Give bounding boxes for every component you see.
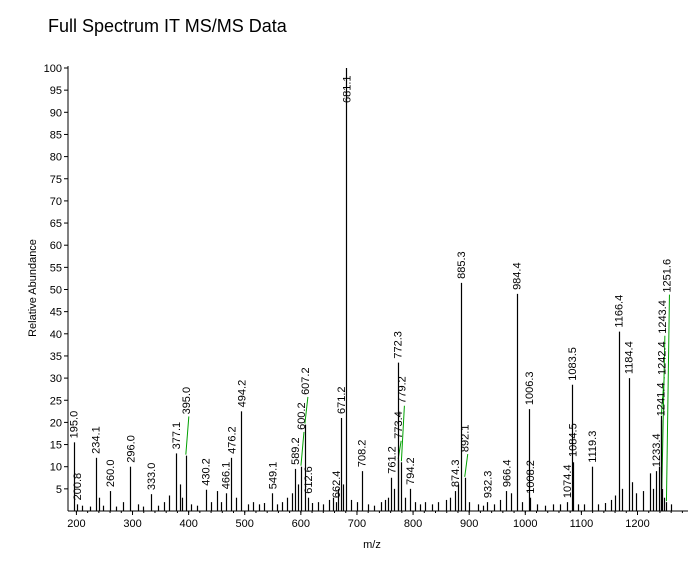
peak-label: 234.1 (91, 426, 103, 454)
y-tick-label: 80 (50, 152, 62, 164)
peak-label: 260.0 (105, 460, 117, 488)
peak-label: 1074.4 (562, 464, 574, 498)
peak-label: 892.1 (460, 425, 472, 453)
peak-label: 761.2 (386, 446, 398, 474)
y-tick-label: 5 (56, 484, 62, 496)
y-tick-label: 40 (50, 329, 62, 341)
peak-label: 600.2 (296, 402, 308, 430)
peak-label: 195.0 (69, 411, 81, 439)
peak-label: 377.1 (171, 422, 183, 450)
y-tick-label: 60 (50, 240, 62, 252)
y-tick-label: 70 (50, 196, 62, 208)
peak-label: 612.6 (303, 466, 315, 494)
x-tick-label: 300 (123, 518, 141, 530)
peaks-group (73, 68, 673, 511)
x-tick-label: 500 (236, 518, 254, 530)
y-axis-label: Relative Abundance (27, 239, 39, 337)
label-guide-line (464, 453, 469, 477)
x-tick-label: 400 (179, 518, 197, 530)
y-tick-label: 25 (50, 395, 62, 407)
peak-label: 794.2 (405, 457, 417, 485)
chart-title: Full Spectrum IT MS/MS Data (48, 16, 287, 36)
peak-label: 885.3 (456, 251, 468, 279)
peak-label: 966.4 (501, 460, 513, 488)
peak-label: 1008.2 (525, 460, 537, 494)
peak-label: 200.8 (72, 473, 84, 501)
peak-label: 779.2 (396, 376, 408, 404)
x-tick-label: 1200 (625, 518, 649, 530)
x-axis-label: m/z (363, 539, 381, 551)
peak-label: 932.3 (482, 471, 494, 499)
y-tick-label: 35 (50, 351, 62, 363)
x-tick-label: 700 (348, 518, 366, 530)
peak-label: 607.2 (300, 367, 312, 395)
peak-label: 494.2 (236, 380, 248, 408)
peak-label: 466.1 (221, 462, 233, 490)
peak-label: 1242.4 (656, 341, 668, 375)
y-tick-label: 75 (50, 174, 62, 186)
y-tick-label: 45 (50, 307, 62, 319)
y-tick-label: 55 (50, 262, 62, 274)
x-tick-label: 800 (404, 518, 422, 530)
label-guide-line (185, 416, 190, 455)
x-tick-label: 200 (67, 518, 85, 530)
x-tick-label: 1000 (513, 518, 537, 530)
label-guide-line (304, 396, 309, 424)
peak-label: 1083.5 (567, 347, 579, 381)
y-tick-label: 50 (50, 285, 62, 297)
peak-label: 874.3 (450, 460, 462, 488)
x-tick-label: 900 (460, 518, 478, 530)
y-tick-label: 30 (50, 373, 62, 385)
peak-label: 671.2 (336, 386, 348, 414)
peak-label: 1084.5 (568, 423, 580, 457)
peak-label: 1119.3 (587, 431, 599, 463)
y-tick-label: 15 (50, 440, 62, 452)
peak-label: 1233.4 (651, 433, 663, 467)
peak-label: 1251.6 (661, 259, 673, 293)
peak-label: 772.3 (393, 331, 405, 359)
peak-label: 1166.4 (614, 295, 626, 328)
peak-label: 1184.4 (624, 341, 636, 374)
peak-label: 1006.3 (524, 371, 536, 405)
peak-label: 1243.4 (657, 300, 669, 334)
y-tick-label: 90 (50, 107, 62, 119)
label-guide-line (300, 431, 305, 466)
peak-label: 1241.4 (656, 383, 668, 417)
ticks-group: 5 10 15 20 25 30 35 40 45 50 55 60 65 70 75 80 85 90 95 100… (44, 63, 683, 530)
peak-label: 430.2 (201, 458, 213, 486)
peak-label: 549.1 (267, 462, 279, 490)
peak-label: 395.0 (181, 387, 193, 415)
y-tick-label: 65 (50, 218, 62, 230)
peak-label: 333.0 (146, 463, 158, 491)
peak-label: 662.4 (331, 471, 343, 499)
y-tick-label: 20 (50, 417, 62, 429)
peak-label: 984.4 (512, 262, 524, 290)
x-tick-label: 600 (292, 518, 310, 530)
peak-label: 589.2 (290, 437, 302, 465)
peak-label: 296.0 (125, 435, 137, 463)
peak-label: 708.2 (357, 440, 369, 468)
label-guide-line (400, 405, 405, 462)
x-tick-label: 1100 (570, 518, 594, 530)
y-tick-label: 95 (50, 85, 62, 97)
label-guide-line (665, 294, 670, 502)
peak-label: 681.1 (341, 75, 353, 103)
guide-lines-group (185, 294, 670, 502)
y-tick-label: 85 (50, 129, 62, 141)
y-tick-label: 10 (50, 462, 62, 474)
peak-label: 476.2 (226, 426, 238, 454)
peak-label: 773.4 (393, 411, 405, 439)
y-tick-label: 100 (44, 63, 62, 75)
label-guide-line (661, 335, 666, 488)
